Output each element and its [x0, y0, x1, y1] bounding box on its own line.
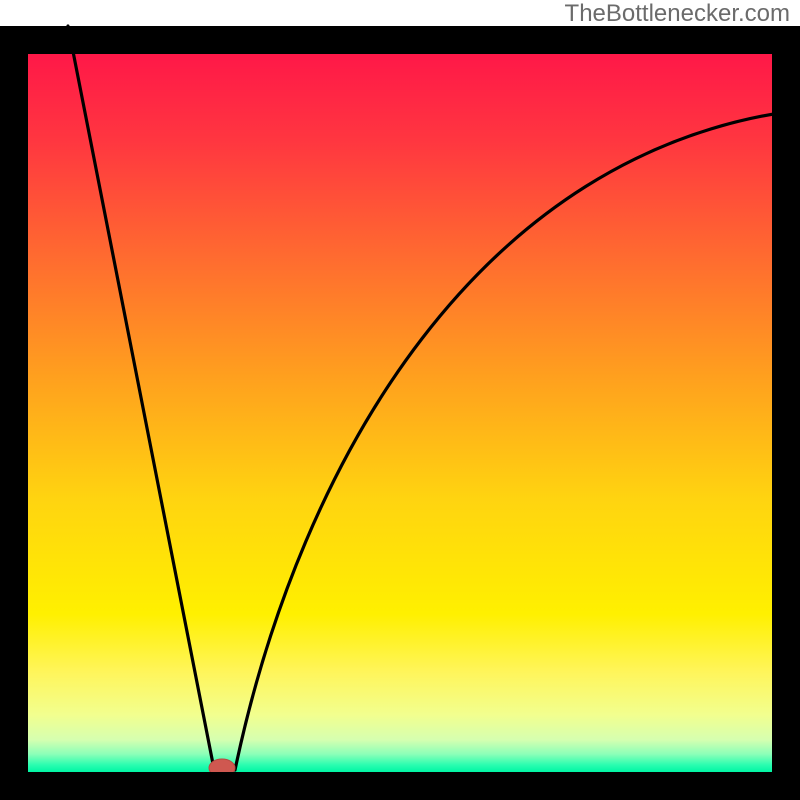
- plot-outer-border: [0, 26, 800, 800]
- figure-root: TheBottlenecker.com: [0, 0, 800, 800]
